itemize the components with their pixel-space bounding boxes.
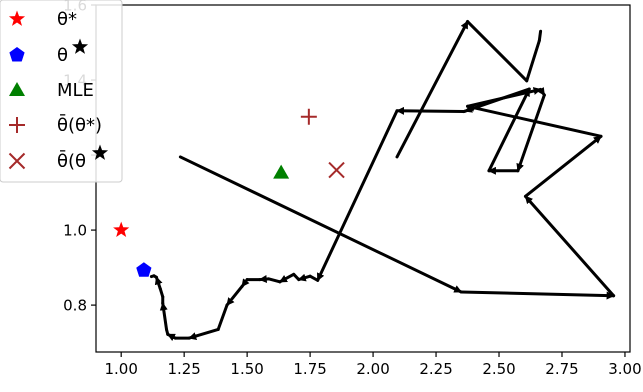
legend-label: θ̄(θ: [57, 150, 86, 172]
trajectory-segment: [297, 273, 312, 282]
point-pentagon: [136, 262, 152, 277]
legend-box: [0, 0, 123, 183]
point-plus: [300, 108, 317, 125]
trajectory-segment: [466, 20, 529, 83]
trajectory-segment: [487, 87, 531, 173]
trajectory-segment: [278, 272, 296, 284]
axes: 1.00 1.25 1.50 1.75 2.00 2.25 2.50 2.75 3.00 0.8 1…: [63, 0, 642, 378]
x-tick-label: 1.25: [167, 360, 200, 378]
legend-overlap-star: [71, 38, 89, 54]
legend-label: θ: [57, 45, 68, 66]
x-tick-label: 2.25: [419, 360, 452, 378]
trajectory-segment: [159, 301, 169, 331]
x-tick-label: 1.00: [104, 360, 137, 378]
trajectory-segment: [267, 277, 282, 284]
trajectory-segment: [525, 39, 541, 83]
legend-marker-x: [8, 152, 26, 170]
x-tick-label: 1.75: [293, 360, 326, 378]
x-tick-label: 2.00: [356, 360, 389, 378]
legend-label: θ*: [57, 9, 77, 30]
trajectory-segment: [178, 155, 463, 294]
x-tick-label: 3.00: [608, 360, 641, 378]
trajectory-segment: [537, 29, 543, 43]
legend-marker-plus: [9, 117, 25, 133]
point-star: [113, 221, 130, 237]
x-tick-label: 1.50: [230, 360, 263, 378]
trajectory-segment: [187, 327, 220, 340]
legend-label: θ̄(θ*): [57, 114, 102, 136]
trajectory-segment: [463, 87, 531, 113]
y-tick-label: 0.8: [63, 297, 87, 315]
trajectory-segment: [216, 303, 229, 331]
legend-marker-triangle: [9, 82, 25, 96]
trajectory-segment: [459, 290, 616, 300]
x-tick-label: 2.50: [482, 360, 515, 378]
x-tick-label: 2.75: [545, 360, 578, 378]
trajectory-segment: [523, 194, 616, 298]
trajectory-segment: [395, 106, 466, 115]
trajectory-segment: [516, 93, 546, 173]
plot-area: [113, 20, 616, 342]
legend-marker-star: [8, 10, 26, 26]
y-tick-label: 1.0: [63, 222, 87, 240]
trajectory-segment: [523, 134, 603, 198]
point-triangle: [273, 164, 290, 179]
legend-overlap-star: [91, 144, 109, 160]
trajectory-segment: [225, 284, 244, 307]
trajectory-segment: [149, 274, 156, 279]
point-x: [328, 161, 345, 179]
trajectory-segment: [316, 109, 399, 282]
trajectory-segment: [395, 20, 470, 159]
legend-marker-pentagon: [9, 47, 25, 62]
legend-label: MLE: [57, 80, 94, 101]
legend: θ* θ MLE θ̄(θ*) θ̄(θ: [0, 0, 123, 183]
trajectory-segment: [154, 275, 163, 291]
